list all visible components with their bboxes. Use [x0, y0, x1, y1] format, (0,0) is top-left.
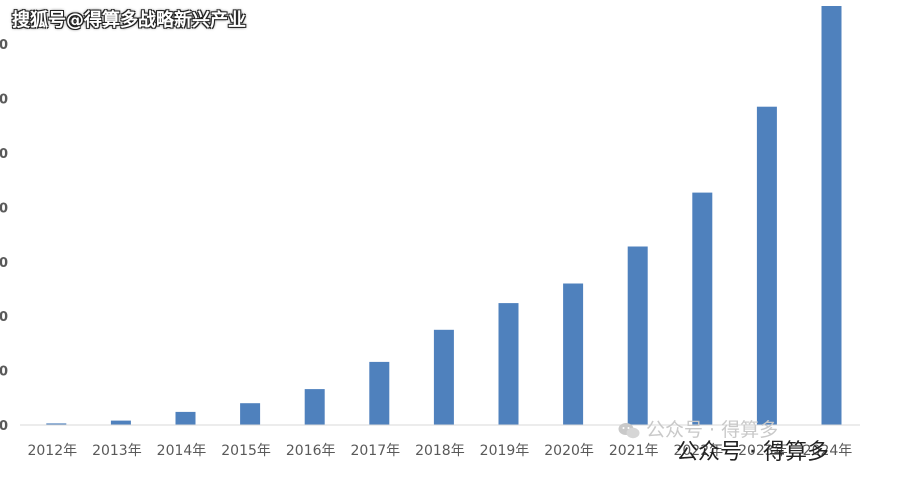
x-axis: 2012年 2013年 2014年 2015年 2016年 2017年 2018年 2019年…	[27, 443, 852, 459]
watermark-gray-text: 公众号 · 得算多	[646, 419, 779, 441]
x-tick-label: 2019年	[480, 443, 530, 459]
bar-2015年	[240, 403, 261, 425]
y-axis: 0 0 0 0 0 0 0 0	[0, 38, 8, 434]
x-tick-label: 2017年	[350, 443, 400, 459]
bar-2019年	[498, 303, 519, 425]
x-tick-label: 2012年	[27, 443, 77, 459]
x-tick-label: 2014年	[157, 443, 207, 459]
x-tick-label: 2013年	[92, 443, 142, 459]
x-tick-label: 2018年	[415, 443, 465, 459]
bar-2021年	[627, 246, 648, 425]
y-tick-label: 0	[0, 147, 8, 162]
x-tick-label: 2024年	[803, 443, 853, 459]
y-tick-label: 0	[0, 310, 8, 325]
y-tick-label: 0	[0, 419, 8, 434]
bar-series	[46, 6, 842, 425]
y-tick-label: 0	[0, 201, 8, 216]
bar-2017年	[369, 361, 390, 425]
y-tick-label: 0	[0, 38, 8, 53]
watermark-gray: 公众号 · 得算多	[618, 415, 778, 442]
y-tick-label: 0	[0, 365, 8, 380]
bar-2023年	[756, 106, 777, 425]
bar-2020年	[563, 283, 584, 425]
watermark-top: 搜狐号@得算多战略新兴产业	[12, 10, 246, 31]
y-tick-label: 0	[0, 256, 8, 271]
x-tick-label: 2023年	[738, 443, 788, 459]
watermark-dark: 公众号 · 得算多	[676, 440, 829, 465]
y-tick-label: 0	[0, 93, 8, 108]
x-tick-label: 2015年	[221, 443, 271, 459]
x-tick-label: 2021年	[609, 443, 659, 459]
bar-2012年	[46, 423, 67, 425]
x-tick-label: 2020年	[544, 443, 594, 459]
bar-2013年	[110, 420, 131, 425]
bar-2018年	[433, 329, 454, 425]
wechat-icon	[618, 422, 640, 438]
bar-2016年	[304, 389, 325, 425]
x-tick-label: 2016年	[286, 443, 336, 459]
bar-2024年	[821, 6, 842, 425]
bar-2022年	[692, 192, 713, 425]
bar-2014年	[175, 411, 196, 425]
x-tick-label: 2022年	[673, 443, 723, 459]
